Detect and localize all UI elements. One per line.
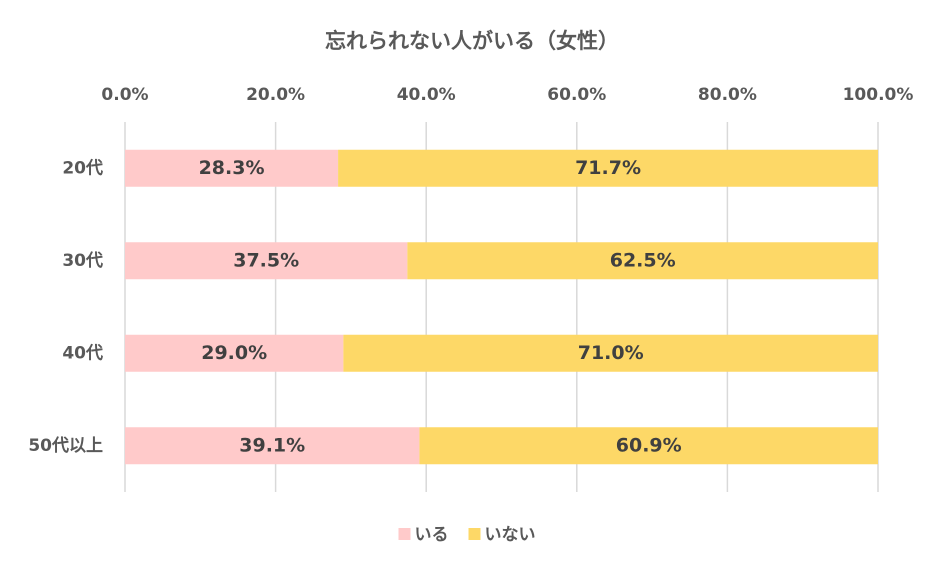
x-tick-label: 20.0%	[246, 85, 305, 105]
chart-title: 忘れられない人がいる（女性）	[325, 29, 619, 53]
bar-segment	[125, 334, 344, 372]
data-label: 71.7%	[575, 157, 641, 179]
x-tick-label: 80.0%	[698, 85, 757, 105]
x-tick-label: 100.0%	[843, 85, 914, 105]
x-tick-label: 40.0%	[397, 85, 456, 105]
bar-segment	[407, 242, 878, 280]
data-label: 60.9%	[616, 434, 682, 456]
legend-label: いない	[485, 525, 536, 545]
data-label: 37.5%	[233, 249, 299, 271]
y-tick-label: 50代以上	[28, 435, 103, 456]
data-label: 71.0%	[578, 342, 644, 364]
data-label: 62.5%	[610, 249, 676, 271]
data-label: 29.0%	[201, 342, 267, 364]
bar-segment	[125, 149, 339, 187]
legend-swatch	[398, 528, 411, 540]
data-label: 28.3%	[199, 157, 265, 179]
x-tick-label: 60.0%	[547, 85, 606, 105]
y-tick-label: 20代	[62, 157, 103, 178]
bar-segment	[125, 427, 420, 465]
bar-segment	[343, 334, 878, 372]
bar-segment	[338, 149, 878, 187]
bar-segment	[419, 427, 878, 465]
legend-label: いる	[415, 525, 449, 545]
bar-segment	[125, 242, 408, 280]
data-label: 39.1%	[239, 434, 305, 456]
y-tick-label: 40代	[62, 342, 103, 363]
y-tick-label: 30代	[62, 250, 103, 271]
x-tick-label: 0.0%	[101, 85, 148, 105]
legend-swatch	[468, 528, 481, 540]
